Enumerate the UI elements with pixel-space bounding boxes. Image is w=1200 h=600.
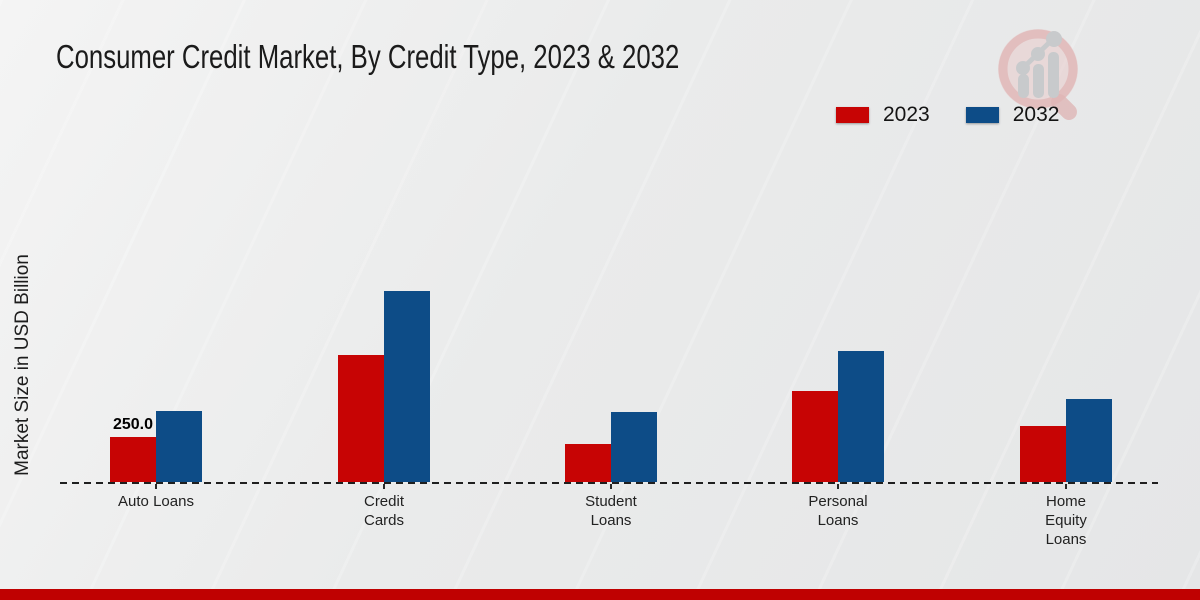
- category-label-line: Auto Loans: [118, 493, 194, 510]
- category-label-personal-loans: Personal Loans: [763, 492, 913, 530]
- x-axis-tick: [383, 484, 385, 489]
- category-label-line: Personal: [808, 493, 868, 510]
- x-axis-tick: [610, 484, 612, 489]
- bar-2023-student-loans: [565, 444, 611, 482]
- chart-title: Consumer Credit Market, By Credit Type, …: [56, 38, 680, 75]
- legend-label: 2032: [1012, 103, 1060, 126]
- legend-label: 2023: [883, 103, 930, 126]
- legend-item-2032: 2032: [965, 103, 1060, 127]
- bar-2032-student-loans: [611, 412, 657, 482]
- bar-2032-auto-loans: [156, 411, 202, 482]
- category-label-line: Home: [1045, 493, 1086, 510]
- category-label-line: Loans: [590, 512, 632, 529]
- legend: 2023 2032: [836, 103, 1059, 127]
- category-label-line: Loans: [1045, 531, 1087, 548]
- bar-2023-home-equity-loans: [1020, 426, 1066, 482]
- legend-swatch-2023: [836, 107, 869, 123]
- category-label-line: Credit: [363, 493, 404, 510]
- bar-2032-home-equity-loans: [1066, 399, 1112, 482]
- category-label-credit-cards: Credit Cards: [309, 492, 459, 530]
- bar-2032-personal-loans: [838, 351, 884, 482]
- legend-item-2023: 2023: [836, 103, 930, 127]
- x-axis-tick: [155, 484, 157, 489]
- x-axis-tick: [837, 484, 839, 489]
- category-label-line: Student: [585, 493, 637, 510]
- x-axis-baseline: [60, 482, 1158, 484]
- legend-swatch-2032: [965, 107, 999, 123]
- bar-2023-auto-loans: [110, 437, 156, 482]
- category-label-line: Equity: [1045, 512, 1087, 529]
- bar-value-label-2023: 250.0: [112, 416, 154, 433]
- category-label-home-equity-loans: Home Equity Loans: [991, 492, 1141, 549]
- category-label-auto-loans: Auto Loans: [81, 492, 231, 511]
- category-label-student-loans: Student Loans: [536, 492, 686, 530]
- market-research-logo-watermark-icon: [998, 29, 1078, 120]
- x-axis-tick: [1065, 484, 1067, 489]
- category-label-line: Cards: [363, 512, 404, 529]
- bar-2023-personal-loans: [792, 391, 838, 482]
- bar-2023-credit-cards: [338, 355, 384, 482]
- category-label-line: Loans: [817, 512, 859, 529]
- bar-2032-credit-cards: [384, 291, 430, 482]
- footer-accent-bar: [0, 589, 1200, 600]
